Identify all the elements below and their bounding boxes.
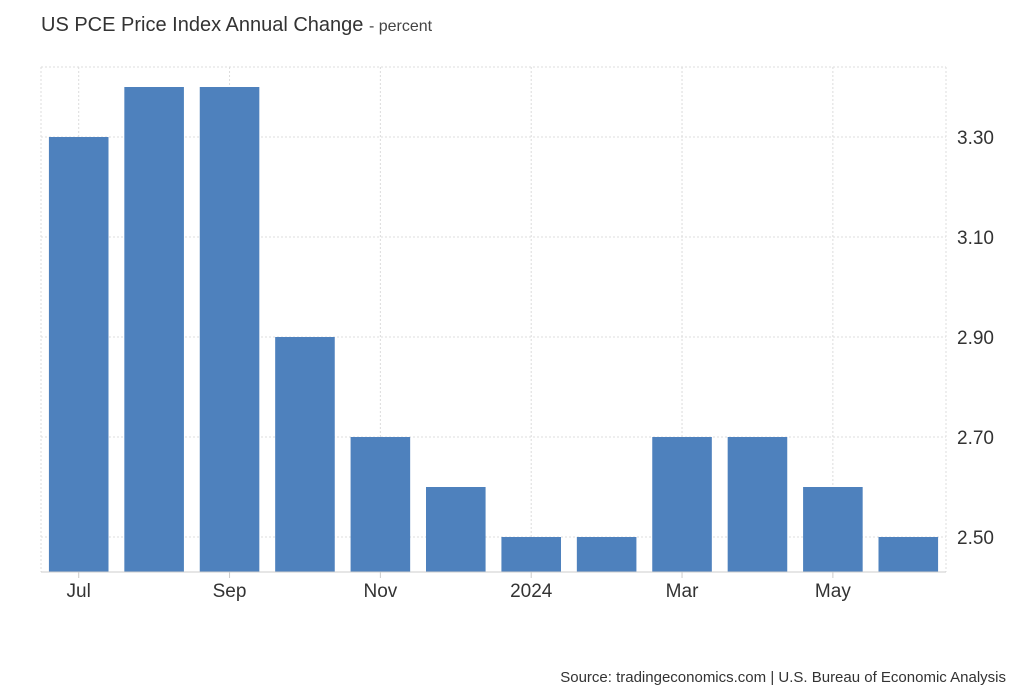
y-tick-label: 3.10 <box>957 228 994 249</box>
bar-nov <box>350 437 411 572</box>
y-tick-label: 2.70 <box>957 428 994 449</box>
x-tick-label: May <box>815 581 851 602</box>
source-note: Source: tradingeconomics.com | U.S. Bure… <box>560 669 1006 686</box>
bar-oct <box>275 337 335 572</box>
y-tick-label: 3.30 <box>957 128 994 149</box>
x-tick-label: Jul <box>67 581 91 602</box>
y-tick-label: 2.90 <box>957 328 994 349</box>
bar-jun <box>878 537 939 572</box>
y-tick-label: 2.50 <box>957 528 994 549</box>
chart-title-text: US PCE Price Index Annual Change <box>41 14 364 36</box>
bar-feb <box>576 537 637 572</box>
x-tick-label: Mar <box>666 581 699 602</box>
chart-title: US PCE Price Index Annual Change - perce… <box>41 14 432 37</box>
bar-dec <box>426 487 486 572</box>
x-tick-label: 2024 <box>510 581 553 602</box>
bar-sep <box>199 87 260 572</box>
x-tick-label: Nov <box>363 581 397 602</box>
bar-jul <box>48 137 109 572</box>
axis-layer: 2.50 2.70 2.90 3.10 3.30 Jul Sep Nov 2024 Mar May <box>41 128 994 602</box>
bar-2024 <box>501 537 561 572</box>
bar-may <box>803 487 863 572</box>
bar-layer <box>48 87 939 572</box>
bar-apr <box>727 437 788 572</box>
bar-aug <box>124 87 184 572</box>
chart-subtitle: - percent <box>368 18 433 35</box>
bar-mar <box>652 437 712 572</box>
x-tick-label: Sep <box>213 581 247 602</box>
